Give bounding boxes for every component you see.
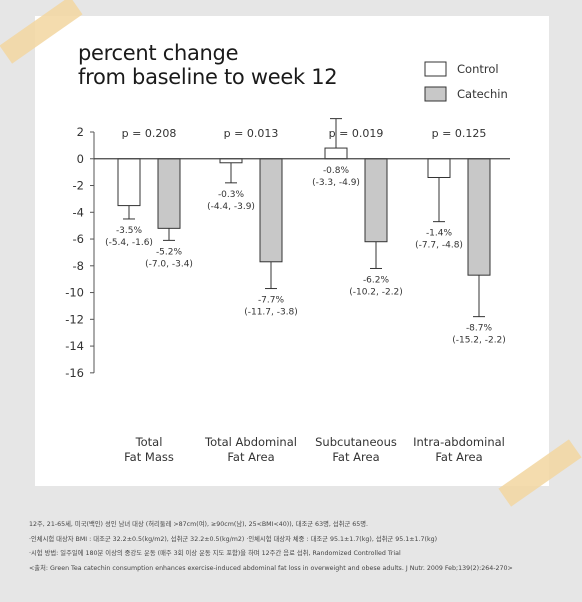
footnote-line: <출처: Green Tea catechin consumption enha…: [29, 564, 513, 572]
bar-control: [117, 158, 141, 207]
ci-label: (-15.2, -2.2): [452, 336, 506, 346]
data-label: -0.8%: [323, 166, 350, 176]
data-label: -6.2%: [363, 275, 390, 285]
data-label: -0.3%: [218, 190, 245, 200]
y-tick-label: -16: [65, 366, 84, 380]
p-value-label: p = 0.013: [224, 127, 279, 140]
x-category-label: Total: [135, 435, 163, 449]
bar-control: [427, 158, 451, 178]
x-category-label: Fat Mass: [124, 450, 174, 464]
y-tick-label: 0: [77, 152, 84, 166]
data-label: -1.4%: [426, 229, 453, 239]
y-tick-label: -12: [65, 312, 84, 326]
bar-catechin: [259, 158, 283, 263]
y-tick-label: -8: [73, 259, 84, 273]
data-label: -8.7%: [466, 324, 493, 334]
legend-swatch-catechin: [424, 86, 447, 102]
ci-label: (-7.0, -3.4): [145, 259, 193, 269]
chart-title-line-1: percent change: [78, 41, 239, 65]
bar-control: [219, 158, 243, 164]
footnotes: 12주, 21-65세, 미국(백인) 성인 남녀 대상 (허리둘레 >87cm…: [29, 518, 569, 576]
y-tick-label: -10: [65, 286, 84, 300]
footnote-line: ·인체시험 대상자 BMI : 대조군 32.2±0.5(kg/m2), 섭취군…: [29, 535, 438, 543]
bar-chart: 20-2-4-6-8-10-12-14-16-3.5%(-5.4, -1.6)-…: [65, 61, 510, 464]
p-value-label: p = 0.019: [329, 127, 384, 140]
data-label: -5.2%: [156, 247, 183, 257]
ci-label: (-11.7, -3.8): [244, 308, 298, 318]
chart-title-line-2: from baseline to week 12: [78, 65, 338, 89]
p-value-label: p = 0.125: [432, 127, 487, 140]
data-label: -7.7%: [258, 296, 285, 306]
x-category-label: Fat Area: [227, 450, 274, 464]
legend-label: Catechin: [457, 87, 508, 101]
ci-label: (-7.7, -4.8): [415, 241, 463, 251]
x-category-label: Total Abdominal: [204, 435, 297, 449]
p-value-label: p = 0.208: [122, 127, 177, 140]
footnote-line: 12주, 21-65세, 미국(백인) 성인 남녀 대상 (허리둘레 >87cm…: [29, 521, 369, 528]
legend-label: Control: [457, 62, 499, 76]
x-category-label: Fat Area: [435, 450, 482, 464]
ci-label: (-5.4, -1.6): [105, 238, 153, 248]
x-category-label: Subcutaneous: [315, 435, 397, 449]
y-tick-label: -6: [73, 232, 84, 246]
bar-control: [324, 147, 348, 160]
chart-title: percent change from baseline to week 12: [78, 41, 338, 89]
data-label: -3.5%: [116, 226, 143, 236]
bar-catechin: [364, 158, 388, 243]
y-tick-label: 2: [77, 125, 84, 139]
x-category-label: Fat Area: [332, 450, 379, 464]
legend-swatch-control: [424, 61, 447, 77]
y-tick-label: -14: [65, 339, 84, 353]
ci-label: (-10.2, -2.2): [349, 287, 403, 297]
chart-card: [35, 16, 549, 486]
y-tick-label: -4: [73, 205, 84, 219]
bar-catechin: [467, 158, 491, 276]
ci-label: (-4.4, -3.9): [207, 202, 255, 212]
footnote-line: ·시험 방법: 일주일에 180분 이상의 중강도 운동 (매주 3회 이상 운…: [29, 550, 401, 557]
ci-label: (-3.3, -4.9): [312, 178, 360, 188]
bar-catechin: [157, 158, 181, 229]
x-category-label: Intra-abdominal: [413, 435, 505, 449]
y-tick-label: -2: [73, 179, 84, 193]
